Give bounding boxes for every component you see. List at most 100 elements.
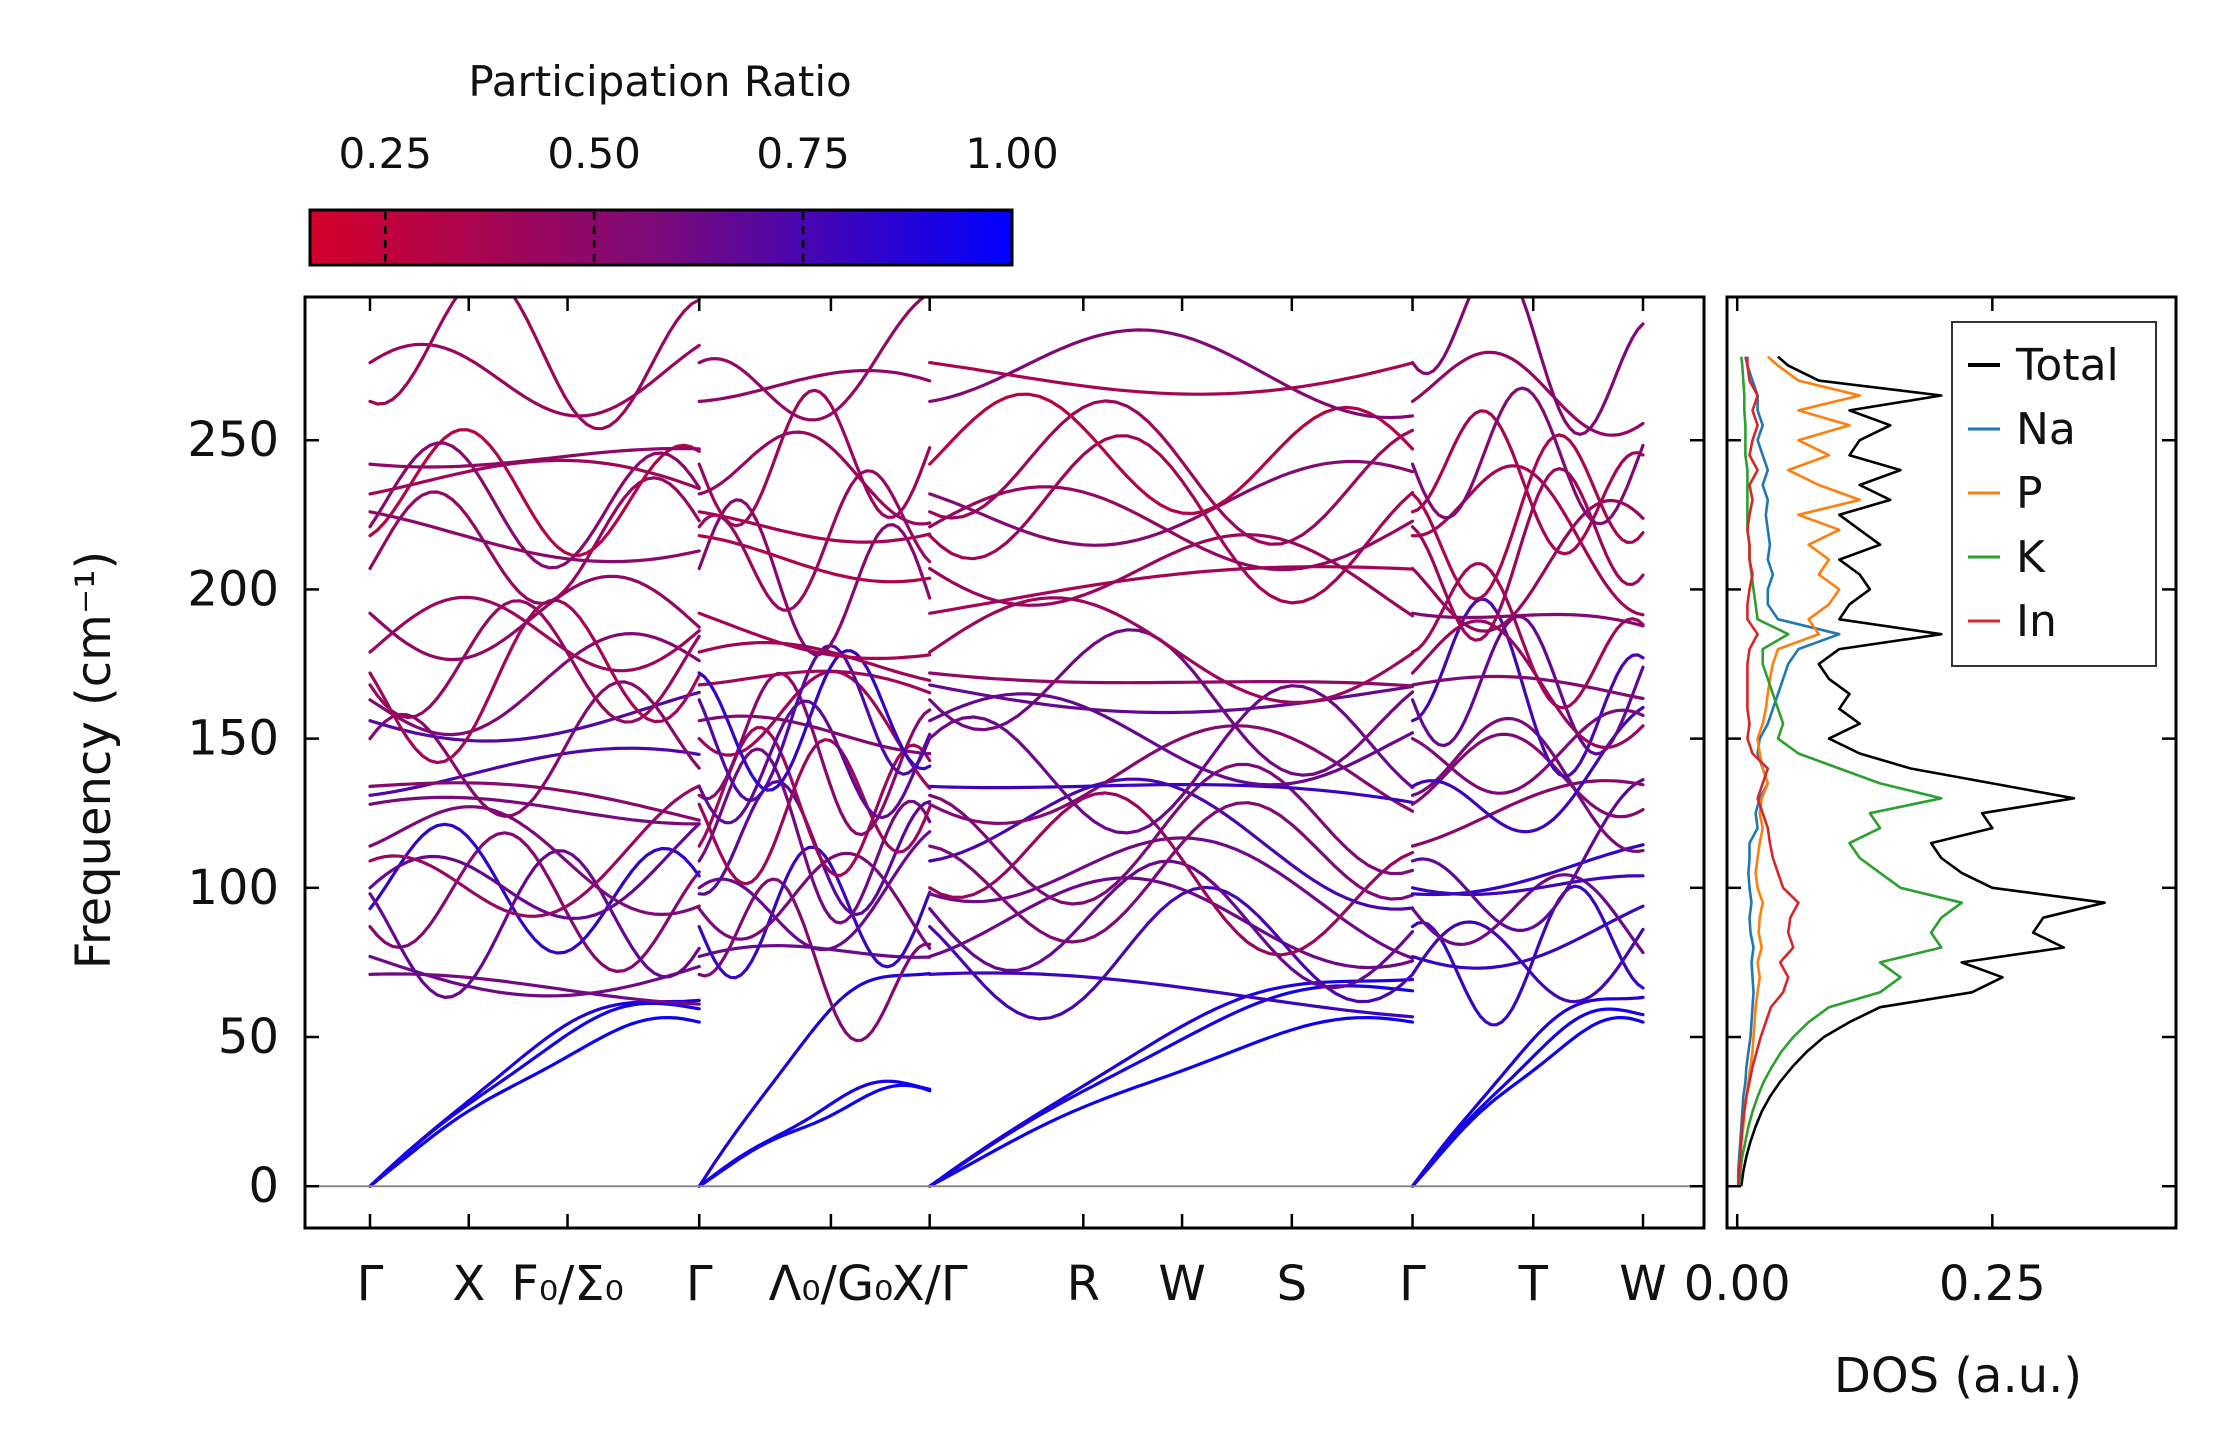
dos-tick-labels: 0.00 0.25 <box>1684 1256 2046 1312</box>
optical-branch <box>697 430 932 526</box>
dos-legend: Total Na PK In <box>1951 321 2157 667</box>
colorbar-tick-lines <box>383 212 805 263</box>
colorbar-tick-label: 0.25 <box>338 129 432 178</box>
optical-branch <box>697 747 932 925</box>
optical-branch <box>368 632 701 737</box>
legend-label: Na <box>2016 404 2076 455</box>
optical-branch <box>928 361 1415 396</box>
optical-branch <box>697 670 932 790</box>
dos-curve-in <box>1736 356 1800 1187</box>
high-symmetry-label: W <box>1158 1256 1205 1312</box>
optical-branch <box>368 476 701 606</box>
optical-branch <box>368 746 701 797</box>
optical-branch <box>697 851 932 950</box>
optical-branch <box>368 781 701 822</box>
acoustic-branch <box>1410 1007 1645 1188</box>
optical-branch <box>697 649 932 792</box>
optical-branch <box>368 805 701 916</box>
optical-branch <box>928 328 1415 420</box>
frequency-tick-label: 200 <box>187 561 279 617</box>
optical-branch <box>1410 297 1645 436</box>
high-symmetry-labels: Γ X F₀/Σ₀ Γ Λ₀/G₀X/Γ R W S Γ T W <box>357 1256 1667 1312</box>
legend-label: Total <box>2015 340 2119 391</box>
optical-branch <box>928 459 1415 547</box>
acoustic-branch <box>1410 995 1645 1188</box>
colorbar-gradient <box>308 208 1014 267</box>
optical-branch <box>928 485 1415 572</box>
optical-branch <box>1410 386 1645 526</box>
high-symmetry-label: X/Γ <box>892 1256 968 1312</box>
dos-curve-total <box>1740 355 2106 1187</box>
optical-branch <box>928 783 1415 804</box>
acoustic-branch <box>697 1079 932 1188</box>
optical-branch <box>928 434 1415 605</box>
optical-branch <box>368 510 701 564</box>
legend-label: P <box>2016 468 2043 519</box>
optical-branch <box>928 684 1415 835</box>
band-structure-panel: 0 50 100 150 200 250 Γ X F₀/Σ₀ Γ Λ₀/G₀X/Γ R W S Γ T W F… <box>66 295 1706 1312</box>
high-symmetry-label: Λ₀/G₀ <box>769 1256 894 1312</box>
optical-branch <box>697 469 932 612</box>
legend-label: K <box>2016 532 2046 583</box>
optical-branch <box>1410 874 1645 896</box>
optical-branch <box>697 534 932 584</box>
optical-branch <box>928 801 1415 944</box>
colorbar-tick-label: 1.00 <box>965 129 1059 178</box>
optical-branch <box>368 784 701 918</box>
optical-branch <box>928 683 1415 715</box>
band-panel-frame <box>303 295 1706 1230</box>
optical-branch <box>1410 779 1645 848</box>
optical-branch <box>928 392 1415 516</box>
optical-branch <box>697 297 927 422</box>
high-symmetry-label: Γ <box>1399 1256 1426 1312</box>
optical-branch <box>1410 778 1645 932</box>
optical-branch <box>697 671 932 837</box>
optical-branch <box>368 822 701 955</box>
optical-branch <box>928 836 1415 960</box>
frequency-tick-label: 250 <box>187 412 279 468</box>
optical-branch <box>1410 708 1645 795</box>
acoustic-branch <box>697 972 932 1188</box>
dos-curves <box>1736 355 2106 1187</box>
optical-branch <box>928 692 1415 787</box>
optical-branch <box>697 738 932 886</box>
dos-curve-k <box>1737 356 1963 1187</box>
frequency-tick-label: 50 <box>218 1009 279 1065</box>
frequency-tick-label: 0 <box>248 1158 279 1214</box>
optical-branch <box>368 428 701 557</box>
optical-branch <box>1410 674 1645 701</box>
optical-branch <box>368 447 701 469</box>
colorbar-tick-label: 0.75 <box>756 129 850 178</box>
optical-branch <box>368 598 701 765</box>
dos-tick-label: 0.25 <box>1939 1256 2046 1312</box>
acoustic-branch <box>1410 1016 1645 1188</box>
optical-branch <box>1410 619 1645 750</box>
optical-branch <box>697 641 932 682</box>
optical-branch <box>928 791 1415 957</box>
acoustic-branch <box>928 977 1415 1188</box>
optical-branch <box>1410 614 1645 756</box>
optical-branch <box>1410 611 1645 628</box>
optical-branch <box>1410 467 1645 642</box>
optical-branch <box>928 876 1415 970</box>
optical-branch <box>928 971 1415 1019</box>
legend-items: Total Na PK In <box>1968 340 2119 647</box>
dos-panel-frame <box>1725 295 2178 1230</box>
acoustic-branch <box>928 1016 1415 1188</box>
optical-branch <box>368 574 701 662</box>
colorbar: Participation Ratio 0.25 0.50 0.75 1.00 <box>308 57 1059 267</box>
optical-branch <box>368 342 701 418</box>
optical-branch <box>1410 409 1645 556</box>
colorbar-tick-label: 0.50 <box>547 129 641 178</box>
optical-branch <box>697 498 932 657</box>
optical-branch <box>928 399 1415 546</box>
high-symmetry-label: R <box>1067 1256 1100 1312</box>
colorbar-tick-labels: 0.25 0.50 0.75 1.00 <box>338 129 1058 178</box>
optical-branch <box>697 611 932 660</box>
optical-branch <box>368 822 701 920</box>
optical-branch <box>928 596 1415 704</box>
high-symmetry-label: W <box>1619 1256 1666 1312</box>
optical-branch <box>697 714 932 756</box>
frequency-tick-label: 150 <box>187 711 279 767</box>
